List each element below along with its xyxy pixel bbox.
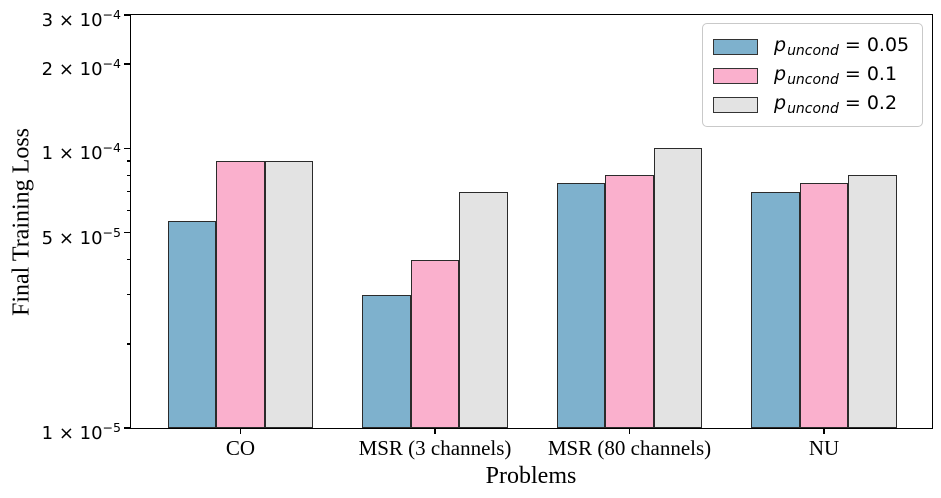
legend: puncond = 0.05 puncond = 0.1 puncond = 0.2 — [702, 23, 923, 127]
y-minor-tick — [127, 343, 131, 345]
legend-label: puncond = 0.05 — [774, 34, 910, 59]
y-tick-label: 1 × 10−5 — [41, 420, 121, 444]
bar-nu-p-uncond-0.1 — [799, 183, 849, 428]
y-major-tick — [124, 63, 131, 66]
bar-nu-p-uncond-0.2 — [848, 175, 897, 428]
y-tick-label: 3 × 10−4 — [41, 7, 121, 31]
bar-msr-3-channels-p-uncond-0.05 — [362, 294, 411, 428]
bar-msr-3-channels-p-uncond-0.2 — [459, 191, 508, 428]
x-axis-title: Problems — [485, 463, 577, 489]
x-tick-label-co: CO — [225, 436, 256, 460]
y-major-tick — [124, 427, 131, 429]
bar-co-p-uncond-0.05 — [167, 220, 217, 428]
bar-co-p-uncond-0.1 — [216, 161, 265, 428]
y-major-tick — [124, 14, 131, 16]
bar-msr-80-channels-p-uncond-0.05 — [556, 183, 606, 428]
bar-msr-80-channels-p-uncond-0.2 — [653, 148, 703, 428]
y-tick-label: 1 × 10−4 — [41, 140, 121, 165]
legend-swatch — [713, 96, 758, 113]
y-major-tick — [124, 147, 131, 150]
y-tick-label: 2 × 10−4 — [41, 56, 121, 81]
legend-item-p-uncond-0.05: puncond = 0.05 — [713, 33, 912, 60]
y-minor-tick — [127, 174, 131, 177]
x-tick-label-nu: NU — [808, 436, 840, 460]
bar-msr-80-channels-p-uncond-0.1 — [605, 175, 654, 428]
x-tick — [823, 429, 825, 434]
legend-item-p-uncond-0.1: puncond = 0.1 — [713, 62, 912, 89]
bar-nu-p-uncond-0.05 — [751, 191, 800, 428]
legend-swatch — [713, 67, 758, 84]
legend-swatch — [713, 38, 758, 55]
y-minor-tick — [127, 293, 131, 296]
x-tick-label-msr-80-channels: MSR (80 channels) — [547, 436, 712, 460]
y-minor-tick — [127, 209, 131, 212]
x-tick — [239, 429, 242, 434]
bar-msr-3-channels-p-uncond-0.1 — [410, 259, 460, 428]
bar-co-p-uncond-0.2 — [264, 161, 314, 428]
y-tick-label: 5 × 10−5 — [41, 224, 121, 249]
y-minor-tick — [127, 191, 131, 193]
y-minor-tick — [127, 258, 131, 261]
x-tick — [434, 429, 436, 434]
legend-label: puncond = 0.1 — [774, 63, 898, 88]
x-tick — [628, 429, 631, 434]
legend-label: puncond = 0.2 — [774, 92, 898, 117]
x-tick-label-msr-3-channels: MSR (3 channels) — [358, 436, 512, 460]
y-major-tick — [124, 231, 131, 234]
y-minor-tick — [127, 160, 131, 162]
legend-item-p-uncond-0.2: puncond = 0.2 — [713, 91, 912, 118]
